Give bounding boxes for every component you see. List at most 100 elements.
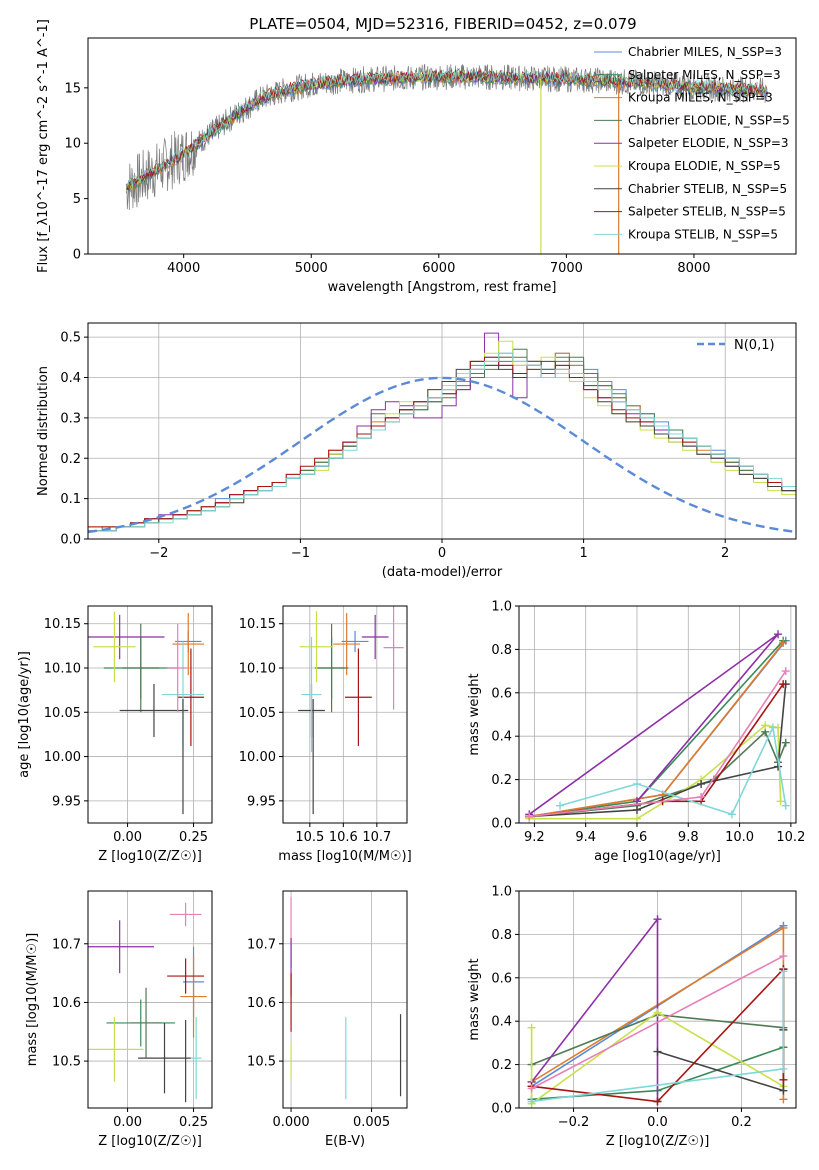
- y-tick-label: 10.7: [52, 937, 81, 952]
- panel-mass-vs-Z: 0.00 0.25 10.5 10.6 10.7 Z [log10(Z/Z☉)] mass …: [25, 890, 213, 1149]
- y-axis-label: mass weight: [467, 958, 482, 1040]
- x-tick-label: 9.2: [524, 830, 545, 845]
- y-tick-label: 10.5: [52, 1055, 81, 1070]
- axes-frame: [518, 605, 797, 824]
- model-spectrum-line: [125, 69, 768, 189]
- y-tick-label: 0.0: [491, 817, 512, 832]
- figure-title: PLATE=0504, MJD=52316, FIBERID=0452, z=0…: [249, 15, 636, 33]
- mass-weight-marker: [779, 1095, 788, 1104]
- y-tick-label: 0.4: [60, 371, 81, 386]
- y-tick-label: 15: [64, 81, 81, 96]
- mass-weight-marker: [779, 638, 788, 647]
- legend-label: Salpeter MILES, N_SSP=3: [628, 68, 781, 82]
- mass-weight-marker: [779, 680, 788, 689]
- mass-weight-marker: [779, 1075, 788, 1084]
- y-tick-label: 9.95: [247, 794, 276, 809]
- x-axis-label: mass [log10(M/M☉)]: [278, 849, 411, 864]
- x-tick-label: 10.6: [329, 830, 358, 845]
- mass-weight-marker: [776, 797, 785, 806]
- y-tick-label: 1.0: [491, 600, 512, 615]
- axes-frame: [282, 890, 408, 1109]
- mass-weight-marker: [727, 810, 736, 819]
- panel-age-vs-Z: 0.00 0.25 9.95 10.00 10.05 10.10 10.15 Z [log10…: [17, 605, 213, 864]
- y-tick-label: 0.4: [491, 730, 512, 745]
- histogram-series: [88, 356, 796, 539]
- x-axis-label: (data-model)/error: [382, 565, 503, 580]
- y-tick-label: 9.95: [52, 794, 81, 809]
- x-axis-label: Z [log10(Z/Z☉)]: [98, 1134, 202, 1149]
- x-axis-label: E(B-V): [325, 1134, 365, 1149]
- mass-weight-marker: [527, 1084, 536, 1093]
- y-tick-label: 10.00: [239, 750, 276, 765]
- mass-weight-marker: [779, 1064, 788, 1073]
- x-tick-label: 0.25: [179, 830, 208, 845]
- y-tick-label: 10.10: [44, 662, 81, 677]
- plot-area: [298, 606, 404, 815]
- x-tick-label: 6000: [422, 261, 455, 276]
- mass-weight-marker: [781, 738, 790, 747]
- y-tick-label: 0.6: [491, 971, 512, 986]
- legend-label: N(0,1): [734, 338, 775, 353]
- legend-label: Kroupa MILES, N_SSP=3: [628, 91, 773, 105]
- y-tick-label: 0.2: [491, 773, 512, 788]
- mass-weight-marker: [632, 805, 641, 814]
- x-tick-label: 0.0: [647, 1115, 668, 1130]
- x-tick-label: 0: [438, 546, 446, 561]
- y-tick-label: 0.1: [60, 492, 81, 507]
- x-tick-label: 8000: [677, 261, 710, 276]
- x-tick-label: −2: [149, 546, 168, 561]
- legend-label: Kroupa STELIB, N_SSP=5: [628, 227, 778, 241]
- y-tick-label: 10.00: [44, 750, 81, 765]
- mass-weight-marker: [653, 1047, 662, 1056]
- y-tick-label: 10: [64, 137, 81, 152]
- legend-label: Salpeter ELODIE, N_SSP=3: [628, 136, 789, 150]
- panels-layer: Chabrier MILES, N_SSP=3 Salpeter MILES, N…: [17, 19, 805, 1149]
- mass-weight-marker: [774, 630, 783, 639]
- mass-weight-marker: [527, 1097, 536, 1106]
- y-tick-label: 10.7: [247, 937, 276, 952]
- legend-label: Kroupa ELODIE, N_SSP=5: [628, 159, 781, 173]
- x-tick-label: 9.6: [627, 830, 648, 845]
- y-tick-label: 10.5: [247, 1055, 276, 1070]
- mass-weight-marker: [697, 792, 706, 801]
- axes-frame: [87, 37, 797, 255]
- y-tick-label: 0.2: [491, 1058, 512, 1073]
- x-tick-label: 7000: [550, 261, 583, 276]
- y-tick-label: 0: [73, 248, 81, 263]
- x-tick-label: 10.7: [362, 830, 391, 845]
- x-tick-label: 0.00: [113, 1115, 142, 1130]
- x-tick-label: 9.8: [678, 830, 699, 845]
- x-tick-label: 0.25: [179, 1115, 208, 1130]
- x-tick-label: 9.4: [575, 830, 596, 845]
- mass-weight-marker: [768, 723, 777, 732]
- mass-weight-marker: [653, 915, 662, 924]
- legend-label: Chabrier ELODIE, N_SSP=5: [628, 113, 790, 127]
- y-tick-label: 10.10: [239, 662, 276, 677]
- y-tick-label: 10.6: [247, 996, 276, 1011]
- panel-residual-histogram: N(0,1) −2 −1 0 1 2 0.0 0.1 0.2 0.3 0.4 0.5 (data-mod…: [36, 322, 797, 580]
- plot-area: [88, 611, 205, 815]
- y-tick-label: 0.2: [60, 452, 81, 467]
- y-tick-label: 10.6: [52, 996, 81, 1011]
- y-tick-label: 0.3: [60, 411, 81, 426]
- plot-area: [125, 63, 769, 254]
- y-tick-label: 0.8: [491, 928, 512, 943]
- mass-weight-line: [531, 955, 784, 1090]
- axes-frame: [87, 605, 213, 824]
- y-axis-label: mass weight: [467, 673, 482, 755]
- y-tick-label: 1.0: [491, 885, 512, 900]
- y-tick-label: 10.15: [44, 617, 81, 632]
- mass-weight-marker: [632, 779, 641, 788]
- mass-weight-marker: [697, 779, 706, 788]
- plot-area: [527, 915, 788, 1108]
- mass-weight-marker: [779, 923, 788, 932]
- y-tick-label: 0.5: [60, 331, 81, 346]
- x-axis-label: age [log10(age/yr)]: [594, 849, 721, 864]
- x-tick-label: 4000: [167, 261, 200, 276]
- mass-weight-marker: [632, 814, 641, 823]
- x-tick-label: 0.005: [353, 1115, 390, 1130]
- mass-weight-line: [530, 1011, 784, 1106]
- y-tick-label: 10.05: [44, 706, 81, 721]
- legend-label: Salpeter STELIB, N_SSP=5: [628, 205, 786, 219]
